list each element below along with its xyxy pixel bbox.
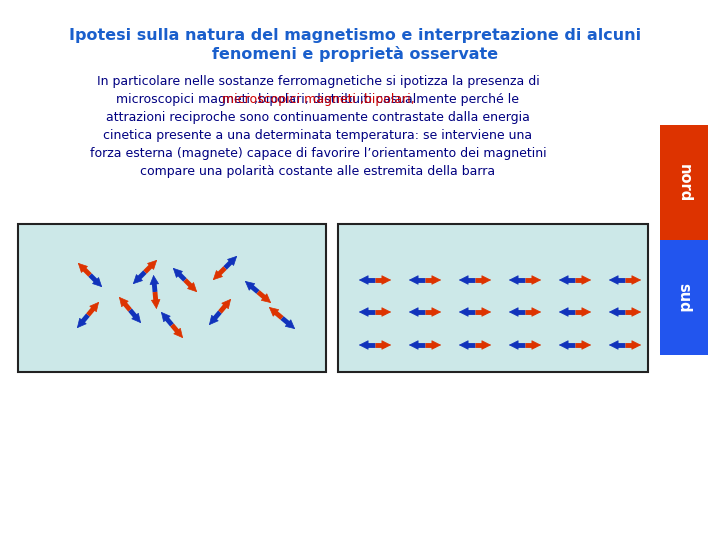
Text: sud: sud	[677, 283, 691, 313]
Bar	[18, 224, 326, 372]
Text: microscopici magneti ,bipolari,: microscopici magneti ,bipolari,	[222, 93, 415, 106]
Text: attrazioni reciproche sono continuamente contrastate dalla energia: attrazioni reciproche sono continuamente…	[106, 111, 530, 124]
Text: Ipotesi sulla natura del magnetismo e interpretazione di alcuni
fenomeni e propr: Ipotesi sulla natura del magnetismo e in…	[69, 28, 641, 62]
Bar	[338, 224, 648, 372]
Bar	[660, 125, 708, 240]
Bar	[660, 240, 708, 355]
Text: nord: nord	[677, 164, 691, 202]
Text: forza esterna (magnete) capace di favorire l’orientamento dei magnetini: forza esterna (magnete) capace di favori…	[90, 147, 546, 160]
Text: In particolare nelle sostanze ferromagnetiche si ipotizza la presenza di: In particolare nelle sostanze ferromagne…	[96, 75, 539, 88]
Text: cinetica presente a una determinata temperatura: se interviene una: cinetica presente a una determinata temp…	[104, 129, 533, 142]
Text: compare una polarità costante alle estremita della barra: compare una polarità costante alle estre…	[140, 165, 495, 178]
Text: microscopici magneti ,bipolari, distribuiti casualmente perché le: microscopici magneti ,bipolari, distribu…	[117, 93, 520, 106]
